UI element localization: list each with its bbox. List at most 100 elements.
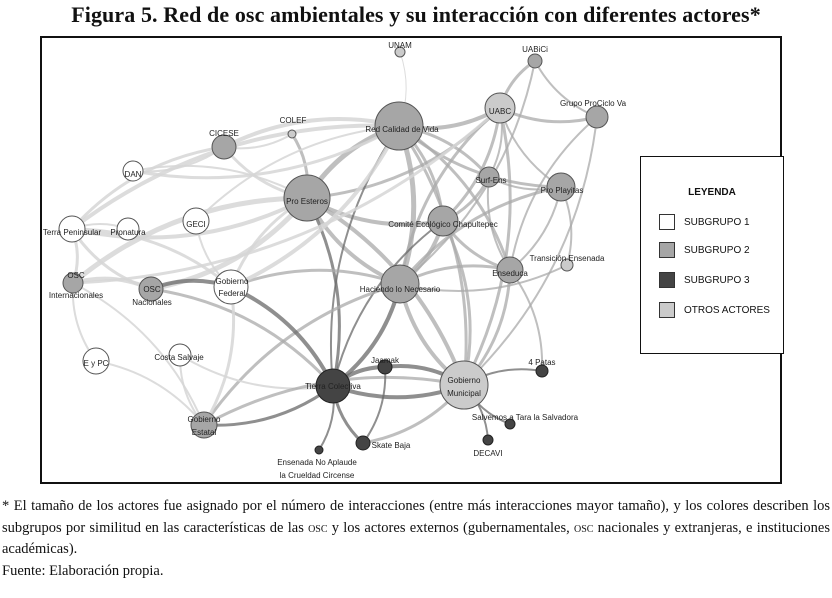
edge-gobfed-hln bbox=[230, 268, 401, 289]
legend-title: LEYENDA bbox=[688, 187, 736, 198]
edge-hln-gobest bbox=[202, 282, 401, 426]
node-pronat bbox=[116, 217, 140, 241]
edge-dan-rcv bbox=[132, 124, 400, 180]
node-label-costa: Costa Salvaje bbox=[154, 353, 204, 362]
node-label-jaamak: Jaamak bbox=[371, 356, 400, 365]
network-nodes: UNAM UABiCi UABC Grupo ProCiclo Va COLEF Red … bbox=[43, 41, 627, 480]
footnote-osc-1: osc bbox=[308, 519, 328, 536]
node-terra bbox=[58, 215, 86, 243]
edge-gobest-oscint bbox=[72, 282, 205, 426]
figure-title: Figura 5. Red de osc ambientales y su in… bbox=[71, 2, 761, 27]
node-label-enap-2: la Crueldad Circense bbox=[280, 471, 355, 480]
node-surf bbox=[478, 166, 500, 188]
node-label-proci: Grupo ProCiclo Va bbox=[560, 99, 627, 108]
edge-proci-gobmun bbox=[463, 116, 598, 386]
footnote-text-3: nacionales y extranjeras, e institucione… bbox=[2, 519, 831, 558]
node-decavi bbox=[482, 434, 494, 446]
node-label-patas: 4 Patas bbox=[528, 358, 555, 367]
node-oscnac bbox=[138, 276, 164, 302]
node-label-trans: Transición Ensenada bbox=[530, 254, 605, 263]
node-proplay bbox=[546, 172, 576, 202]
legend-label-otros-actores: OTROS ACTORES bbox=[684, 304, 770, 316]
edge-proplay-hln bbox=[398, 185, 562, 285]
node-cicese bbox=[211, 134, 237, 160]
node-label-terra: Terra Peninsular bbox=[43, 228, 102, 237]
node-label-uabici: UABiCi bbox=[522, 45, 548, 54]
edge-proest-oscint bbox=[71, 195, 308, 285]
node-gobest bbox=[190, 411, 218, 439]
node-label-dan: DAN bbox=[125, 170, 142, 179]
edge-rcv-tierra bbox=[330, 125, 400, 387]
node-enap bbox=[314, 445, 324, 455]
node-proest bbox=[283, 174, 331, 222]
legend-label-subgrupo-1: SUBGRUPO 1 bbox=[684, 216, 750, 228]
node-uabc bbox=[484, 92, 516, 124]
node-label-oscnac-1: OSC bbox=[143, 285, 161, 294]
node-uabici bbox=[527, 53, 543, 69]
legend-item-subgrupo-1: SUBGRUPO 1 bbox=[659, 213, 750, 231]
node-label-ensed: Enseduca bbox=[492, 269, 528, 278]
edge-oscint-uabc bbox=[72, 106, 502, 285]
node-label-gobfed-2: Federal bbox=[218, 289, 245, 298]
legend-label-subgrupo-3: SUBGRUPO 3 bbox=[684, 274, 750, 286]
node-label-gobest-1: Gobierno bbox=[188, 415, 221, 424]
node-label-geci: GECI bbox=[186, 220, 206, 229]
footnote-note: * El tamaño de los actores fue asignado … bbox=[2, 496, 830, 561]
node-dan bbox=[122, 160, 144, 182]
node-hln bbox=[380, 264, 420, 304]
node-geci bbox=[182, 207, 210, 235]
node-label-cicese: CICESE bbox=[209, 129, 239, 138]
node-label-gobmun-2: Municipal bbox=[447, 389, 481, 398]
node-patas bbox=[535, 364, 549, 378]
legend-swatch-subgrupo-1 bbox=[659, 214, 675, 230]
node-label-decavi: DECAVI bbox=[473, 449, 502, 458]
node-label-colef: COLEF bbox=[280, 116, 307, 125]
node-label-gobmun-1: Gobierno bbox=[448, 376, 481, 385]
node-label-proest: Pro Esteros bbox=[286, 197, 328, 206]
edge-uabici-proci bbox=[534, 60, 598, 118]
node-salvemos bbox=[504, 418, 516, 430]
node-label-proplay: Pro Playitas bbox=[541, 186, 584, 195]
node-ensed bbox=[496, 256, 524, 284]
edge-trans-hln bbox=[399, 264, 568, 293]
legend-item-subgrupo-2: SUBGRUPO 2 bbox=[659, 241, 750, 259]
edge-tierra-oscnac bbox=[150, 287, 335, 388]
node-rcv bbox=[374, 101, 424, 151]
edge-proest-tierra bbox=[305, 197, 341, 387]
edge-geci-rcv bbox=[195, 125, 400, 222]
node-label-surf: Surf-Ens bbox=[475, 176, 506, 185]
node-eypc bbox=[82, 347, 110, 375]
node-label-unam: UNAM bbox=[388, 41, 412, 50]
legend-label-subgrupo-2: SUBGRUPO 2 bbox=[684, 244, 750, 256]
node-label-eypc: E y PC bbox=[84, 359, 109, 368]
edge-uabc-gobmun bbox=[462, 107, 512, 386]
node-trans bbox=[560, 258, 574, 272]
edge-gobest-eypc bbox=[95, 360, 205, 426]
node-gobfed bbox=[213, 269, 249, 305]
node-gobmun bbox=[439, 360, 489, 410]
node-label-gobfed-1: Gobierno bbox=[216, 277, 249, 286]
edge-tierra-costa bbox=[179, 354, 334, 390]
node-costa bbox=[168, 343, 192, 367]
node-tierra bbox=[315, 368, 351, 404]
legend-item-otros-actores: OTROS ACTORES bbox=[659, 301, 770, 319]
footnote-osc-2: osc bbox=[573, 519, 594, 536]
node-label-comite: Comité Ecológico Chapultepec bbox=[388, 220, 497, 229]
legend-swatch-otros bbox=[659, 302, 675, 318]
node-label-tierra: Tierra Colectiva bbox=[305, 382, 361, 391]
footnote-source: Fuente: Elaboración propia. bbox=[2, 562, 164, 579]
legend-swatch-subgrupo-2 bbox=[659, 242, 675, 258]
node-label-oscint-1: OSC bbox=[67, 271, 85, 280]
node-label-enap-1: Ensenada No Aplaude bbox=[277, 458, 357, 467]
footnote-text-1: * El tamaño de los actores fue asignado … bbox=[2, 498, 830, 536]
legend-item-subgrupo-3: SUBGRUPO 3 bbox=[659, 271, 750, 289]
node-label-uabc: UABC bbox=[489, 107, 511, 116]
node-label-salvemos: Salvemos a Tara la Salvadora bbox=[472, 413, 579, 422]
node-label-oscint-2: Internacionales bbox=[49, 291, 103, 300]
footnote: * El tamaño de los actores fue asignado … bbox=[2, 496, 830, 582]
edge-proest-terra bbox=[71, 196, 308, 240]
node-comite bbox=[427, 205, 459, 237]
node-label-pronat: Pronatura bbox=[110, 228, 146, 237]
node-colef bbox=[287, 129, 297, 139]
